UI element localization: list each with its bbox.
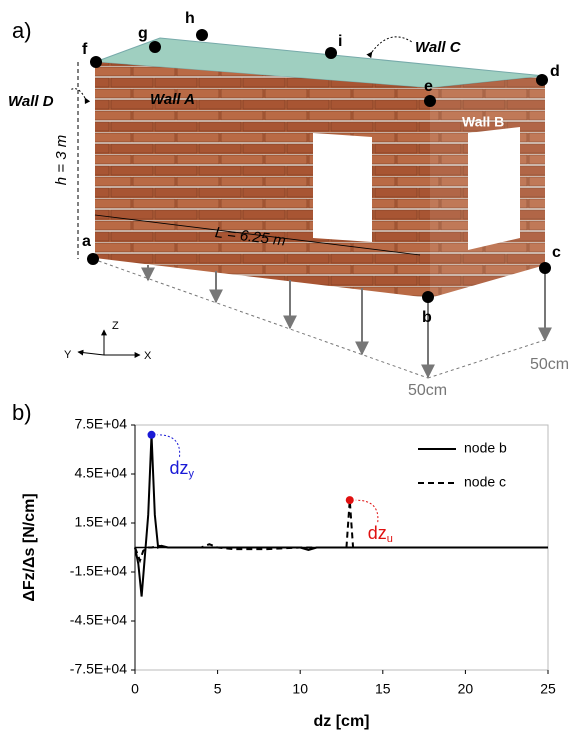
annotation-text: dz [170, 458, 189, 478]
x-tick-label: 10 [292, 681, 308, 697]
node [87, 253, 99, 265]
node-label: f [82, 41, 88, 58]
node-label: d [550, 63, 560, 80]
x-tick-label: 0 [131, 681, 139, 697]
dim-line [94, 214, 421, 256]
node [196, 29, 208, 41]
x-axis-title: dz [cm] [314, 713, 370, 730]
series-line [134, 500, 548, 564]
node-label: h [185, 10, 195, 27]
wall-a [95, 62, 430, 298]
node-label: b [422, 309, 432, 326]
annotation-subscript: y [189, 468, 195, 480]
node [325, 47, 337, 59]
pointer [69, 88, 91, 105]
legend-label: node b [464, 440, 507, 456]
annotation-point [147, 430, 156, 439]
node [149, 41, 161, 53]
legend-label: node c [464, 474, 506, 490]
scale-label: 50cm [408, 382, 447, 399]
series-line [134, 434, 548, 597]
nodes: a b c d e f g h i [82, 10, 561, 326]
panel-label: a) [12, 18, 32, 43]
window [468, 127, 520, 250]
axis-name: X [144, 350, 152, 362]
annotation-subscript: u [387, 533, 393, 545]
x-tick-label: 25 [540, 681, 556, 697]
node [422, 291, 434, 303]
axis-name: Y [64, 349, 72, 361]
node [90, 56, 102, 68]
wall-label: Wall B [462, 114, 504, 130]
x-tick-label: 20 [458, 681, 474, 697]
axis-name: Z [112, 320, 119, 332]
scale-label: 50cm [530, 356, 569, 373]
axis-arrow [77, 349, 105, 356]
y-tick-label: 1.5E+04 [74, 514, 127, 530]
window [313, 133, 372, 242]
y-tick-label: -4.5E+04 [70, 612, 127, 628]
y-tick-label: 7.5E+04 [74, 416, 127, 432]
wall-label: Wall A [150, 91, 195, 108]
base-line [427, 339, 546, 379]
node [424, 95, 436, 107]
x-tick-label: 15 [375, 681, 391, 697]
panel-label: b) [12, 400, 32, 425]
annotation-label: dzy [170, 458, 195, 480]
y-axis-title: ΔFz/Δs [N/cm] [21, 493, 38, 601]
x-tick-label: 5 [214, 681, 222, 697]
node-label: a [82, 233, 91, 250]
node-label: e [424, 78, 433, 95]
y-tick-label: 4.5E+04 [74, 465, 127, 481]
y-tick-label: -1.5E+04 [70, 563, 127, 579]
annotation-point [345, 496, 354, 505]
annotation-pointer [157, 434, 181, 457]
annotation-pointer [355, 499, 379, 523]
node [536, 74, 548, 86]
y-tick-label: -7.5E+04 [70, 661, 127, 677]
height-label: h = 3 m [53, 135, 70, 185]
pointer [366, 36, 413, 59]
base-line [92, 258, 429, 379]
wall-label: Wall D [8, 93, 54, 110]
chart: -7.5E+04 -4.5E+04 -1.5E+04 1.5E+04 4.5E+04 7.… [21, 416, 556, 731]
panel-a: a) Wall A Wall B Wall C Wall D h = 3 m L… [8, 18, 569, 399]
annotation-text: dz [368, 523, 387, 543]
node-label: g [138, 25, 148, 42]
node [539, 262, 551, 274]
node-label: i [338, 33, 342, 50]
annotation-label: dzu [368, 523, 393, 545]
node-label: c [552, 244, 561, 261]
wall-label: Wall C [415, 39, 462, 56]
